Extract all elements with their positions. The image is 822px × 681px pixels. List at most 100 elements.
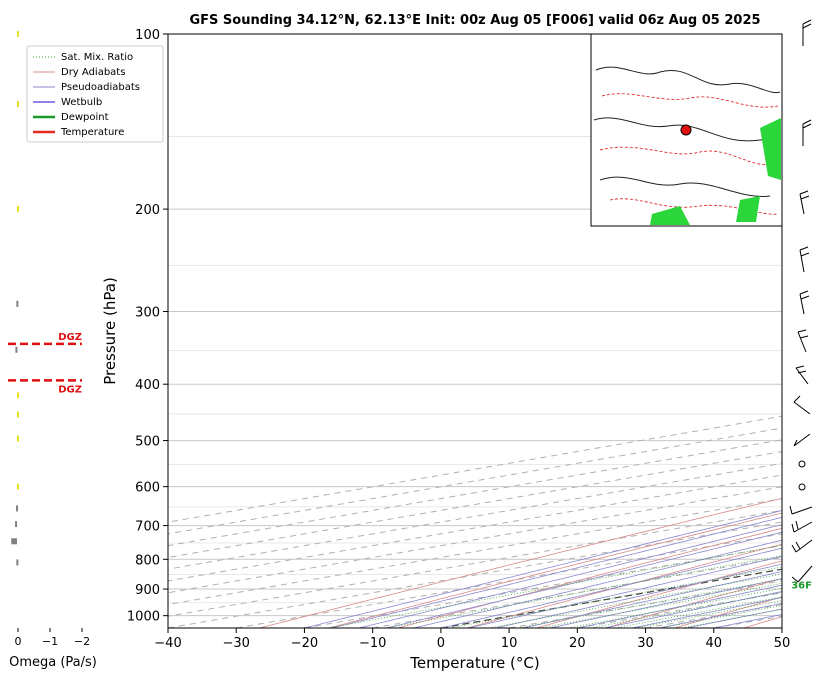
wind-barb (791, 539, 813, 553)
x-tick-label: −30 (223, 636, 250, 651)
x-tick-label: 30 (637, 636, 654, 651)
omega-ticks: 0 −1 −2 (15, 628, 90, 648)
y-tick-label: 800 (135, 553, 160, 568)
omega-bar (17, 392, 19, 399)
wind-barb (791, 520, 813, 533)
wind-barb (799, 246, 810, 273)
omega-tick-label: −1 (42, 635, 58, 648)
x-tick-label: 40 (706, 636, 723, 651)
mixing-ratio-lines (327, 544, 782, 628)
dry-adiabat (813, 34, 822, 628)
dgz-label: DGZ (58, 384, 82, 395)
y-axis: 100 200 300 400 500 600 700 800 900 1000 (127, 28, 168, 625)
legend-label-dewpoint: Dewpoint (61, 112, 109, 123)
dewpoint-line (802, 34, 822, 575)
pseudoadiabat (495, 563, 782, 628)
plot-frame (167, 33, 783, 629)
omega-bar (17, 101, 19, 108)
mixing-ratio-line (327, 544, 782, 628)
dry-adiabat (397, 527, 782, 628)
omega-bar (17, 435, 19, 442)
pseudoadiabat (413, 539, 782, 628)
mixing-ratio-line (568, 587, 782, 628)
y-tick-label: 500 (135, 435, 160, 450)
x-tick-label: −10 (359, 636, 386, 651)
x-tick-label: 10 (501, 636, 518, 651)
mixing-ratio-line (517, 578, 782, 628)
inset-map-vegetation (650, 118, 781, 225)
chart-title: GFS Sounding 34.12°N, 62.13°E Init: 00z … (189, 13, 760, 28)
sounding-location-marker (680, 124, 692, 136)
legend-label-temperature: Temperature (60, 127, 124, 138)
y-tick-label: 300 (135, 306, 160, 321)
dgz-label: DGZ (58, 332, 82, 343)
inset-map (590, 33, 783, 227)
legend: Sat. Mix. Ratio Dry Adiabats Pseudoadiab… (26, 45, 164, 143)
pseudoadiabat (386, 531, 782, 628)
y-tick-label: 100 (135, 28, 160, 43)
omega-bars (11, 31, 19, 566)
inset-map-isobars (599, 93, 779, 215)
omega-axis-label: Omega (Pa/s) (9, 655, 97, 670)
x-tick-label: 20 (569, 636, 586, 651)
wind-barb (793, 433, 811, 447)
x-tick-label: −20 (291, 636, 318, 651)
x-axis: −40 −30 −20 −10 0 10 20 30 40 50 (154, 628, 790, 651)
y-tick-label: 600 (135, 481, 160, 496)
omega-bar (17, 483, 19, 490)
dry-adiabat (259, 497, 782, 628)
wind-barb (791, 565, 813, 583)
surface-labels: 36F83F (791, 581, 812, 592)
omega-bar (16, 300, 19, 307)
x-axis-label: Temperature (°C) (409, 654, 539, 672)
wind-barb (789, 505, 813, 515)
wind-calm (798, 460, 806, 468)
pseudoadiabat (304, 510, 782, 628)
wind-barb (799, 290, 810, 315)
legend-label-mixing-ratio: Sat. Mix. Ratio (61, 52, 133, 63)
x-tick-label: −40 (154, 636, 181, 651)
omega-tick-label: −2 (74, 635, 90, 648)
x-tick-label: 0 (437, 636, 445, 651)
sounding-series (802, 34, 822, 575)
surface-dewpoint-label: 36F (791, 581, 812, 592)
wind-barb (793, 395, 811, 415)
y-tick-label: 200 (135, 203, 160, 218)
dry-adiabat (328, 512, 782, 628)
pseudoadiabat (577, 584, 782, 628)
legend-label-dry-adiabats: Dry Adiabats (61, 67, 125, 78)
y-tick-label: 900 (135, 583, 160, 598)
pseudoadiabat (468, 555, 782, 628)
legend-label-pseudoadiabats: Pseudoadiabats (61, 82, 140, 93)
legend-box (26, 45, 164, 143)
x-tick-label: 50 (774, 636, 791, 651)
wind-barb (795, 365, 809, 385)
wind-barb (802, 19, 812, 46)
dgz-markers: DGZ DGZ (8, 332, 82, 395)
y-tick-label: 400 (135, 378, 160, 393)
wind-calm (798, 483, 806, 491)
y-tick-label: 1000 (127, 610, 160, 625)
wind-barb (799, 190, 810, 215)
mixing-ratio-line (540, 582, 782, 628)
wind-barbs (789, 19, 813, 583)
pseudoadiabat (522, 571, 782, 628)
omega-panel: 0 −1 −2 Omega (Pa/s) DGZ DGZ (8, 31, 97, 670)
pseudoadiabat (331, 516, 782, 628)
dry-adiabat (605, 578, 782, 628)
pseudoadiabat-lines (304, 510, 782, 628)
y-tick-label: 700 (135, 520, 160, 535)
omega-bar (15, 346, 18, 353)
pseudoadiabat (358, 524, 782, 628)
legend-label-wetbulb: Wetbulb (61, 97, 102, 108)
pseudoadiabat (549, 578, 782, 628)
y-axis-label: Pressure (hPa) (101, 277, 119, 385)
omega-bar (11, 538, 17, 545)
omega-bar (16, 559, 19, 566)
wind-barb (802, 119, 812, 146)
omega-bar (17, 31, 19, 37)
omega-bar (15, 521, 18, 528)
pseudoadiabat (440, 547, 782, 628)
dry-adiabat (536, 560, 782, 628)
